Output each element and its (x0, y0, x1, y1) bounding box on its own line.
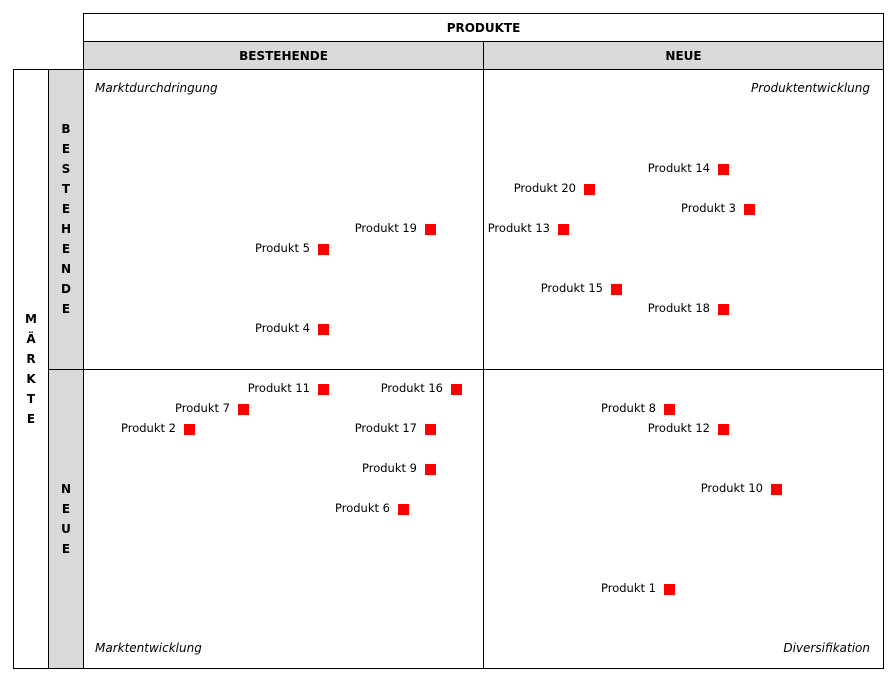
vertical-letter: E (61, 242, 71, 256)
data-point-marker (318, 384, 329, 395)
data-point-label: Produkt 18 (647, 301, 710, 315)
matrix-horizontal-divider (83, 369, 884, 370)
vertical-letter: H (60, 222, 72, 236)
data-point-label: Produkt 13 (487, 221, 550, 235)
vertical-letter: D (61, 282, 71, 296)
data-point-marker (398, 504, 409, 515)
column-header-new-label: NEUE (665, 48, 702, 63)
data-point-marker (318, 244, 329, 255)
data-point-marker (425, 464, 436, 475)
vertical-letter: E (61, 502, 71, 516)
data-point-label: Produkt 9 (362, 461, 417, 475)
vertical-letter: E (61, 142, 71, 156)
data-point-label: Produkt 14 (647, 161, 710, 175)
data-point-marker (584, 184, 595, 195)
data-point-label: Produkt 2 (121, 421, 176, 435)
data-point-marker (425, 224, 436, 235)
data-point-marker (184, 424, 195, 435)
vertical-letter: E (61, 542, 71, 556)
data-point-marker (771, 484, 782, 495)
column-header-existing-label: BESTEHENDE (239, 48, 328, 63)
vertical-letter: E (26, 412, 36, 426)
vertical-letter: E (61, 302, 71, 316)
data-point-label: Produkt 11 (247, 381, 310, 395)
data-point-label: Produkt 10 (700, 481, 763, 495)
quadrant-title-diversification: Diversifikation (783, 641, 870, 655)
quadrant-title-market-development: Marktentwicklung (95, 641, 202, 655)
data-point-label: Produkt 16 (380, 381, 443, 395)
data-point-label: Produkt 12 (647, 421, 710, 435)
data-point-label: Produkt 17 (354, 421, 417, 435)
data-point-label: Produkt 6 (335, 501, 390, 515)
row-header-new (48, 369, 84, 669)
data-point-label: Produkt 15 (540, 281, 603, 295)
data-point-label: Produkt 3 (681, 201, 736, 215)
data-point-label: Produkt 7 (175, 401, 230, 415)
data-point-label: Produkt 8 (601, 401, 656, 415)
data-point-marker (664, 404, 675, 415)
vertical-letter: U (61, 522, 71, 536)
data-point-marker (451, 384, 462, 395)
vertical-letter: K (26, 372, 36, 386)
data-point-label: Produkt 1 (601, 581, 656, 595)
data-point-marker (664, 584, 675, 595)
vertical-letter: T (26, 392, 36, 406)
data-point-marker (718, 424, 729, 435)
vertical-letter: N (60, 482, 72, 496)
data-point-label: Produkt 4 (255, 321, 310, 335)
products-header-label: PRODUKTE (446, 20, 521, 35)
data-point-label: Produkt 20 (513, 181, 576, 195)
vertical-letter: R (26, 352, 36, 366)
column-header-existing: BESTEHENDE (83, 41, 484, 70)
data-point-marker (718, 164, 729, 175)
data-point-label: Produkt 5 (255, 241, 310, 255)
data-point-marker (744, 204, 755, 215)
data-point-marker (238, 404, 249, 415)
data-point-marker (425, 424, 436, 435)
vertical-letter: N (60, 262, 72, 276)
data-point-marker (558, 224, 569, 235)
data-point-marker (318, 324, 329, 335)
vertical-letter: B (61, 122, 71, 136)
vertical-letter: T (61, 182, 71, 196)
vertical-letter: M (25, 312, 37, 326)
products-header: PRODUKTE (83, 13, 884, 42)
vertical-letter: Ä (26, 332, 36, 346)
column-header-new: NEUE (483, 41, 884, 70)
vertical-letter: S (61, 162, 71, 176)
data-point-marker (611, 284, 622, 295)
data-point-label: Produkt 19 (354, 221, 417, 235)
quadrant-title-market-penetration: Marktdurchdringung (95, 81, 218, 95)
quadrant-title-product-development: Produktentwicklung (751, 81, 870, 95)
vertical-letter: E (61, 202, 71, 216)
data-point-marker (718, 304, 729, 315)
